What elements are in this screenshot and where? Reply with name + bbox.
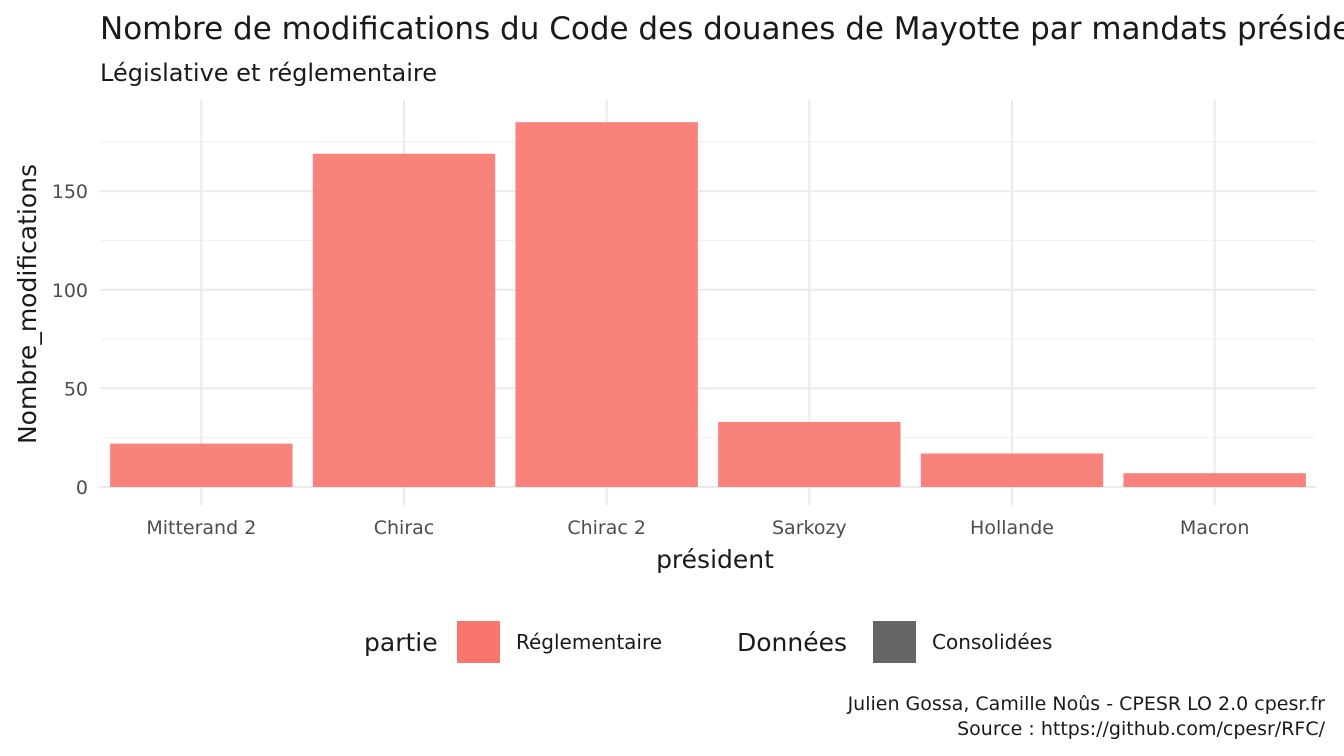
x-tick-label: Hollande (970, 517, 1054, 539)
x-tick-label: Mitterand 2 (146, 517, 256, 539)
bar-sarkozy (718, 421, 901, 487)
legend-label-reglementaire: Réglementaire (516, 630, 662, 654)
x-tick-label: Chirac (374, 517, 435, 539)
bar-chirac (312, 153, 496, 487)
legend-title-donnees: Données (737, 628, 847, 657)
bar-chirac-2 (515, 122, 698, 488)
bar-hollande (920, 453, 1104, 487)
legend-label-consolidees: Consolidées (932, 630, 1052, 654)
x-tick-labels: Mitterand 2 Chirac Chirac 2 Sarkozy Hollande… (146, 517, 1249, 539)
chart-subtitle: Législative et réglementaire (100, 59, 437, 87)
caption-line: Julien Gossa, Camille Noûs - CPESR LO 2.… (847, 693, 1326, 715)
legend-key-consolidees (873, 621, 916, 663)
caption: Julien Gossa, Camille Noûs - CPESR LO 2.… (847, 693, 1326, 740)
x-tick-label: Chirac 2 (567, 517, 646, 539)
chart-title: Nombre de modifications du Code des doua… (100, 11, 1344, 47)
y-tick-label: 0 (76, 477, 88, 499)
legend: partie Réglementaire Données Consolidées (364, 621, 1052, 663)
bar-mitterand-2 (110, 443, 293, 487)
y-axis-label: Nombre_modifications (13, 164, 42, 444)
y-tick-label: 100 (52, 280, 88, 302)
legend-key-reglementaire (457, 621, 500, 663)
caption-line: Source : https://github.com/cpesr/RFC/ (957, 718, 1326, 740)
legend-title-partie: partie (364, 628, 438, 657)
x-tick-label: Sarkozy (772, 517, 847, 539)
x-axis-label: président (656, 545, 774, 574)
bars (110, 122, 1306, 488)
y-tick-label: 150 (52, 181, 88, 203)
bar-macron (1123, 473, 1306, 487)
y-tick-label: 50 (64, 378, 88, 400)
x-tick-label: Macron (1180, 517, 1250, 539)
y-tick-labels: 0 50 100 150 (52, 181, 88, 499)
